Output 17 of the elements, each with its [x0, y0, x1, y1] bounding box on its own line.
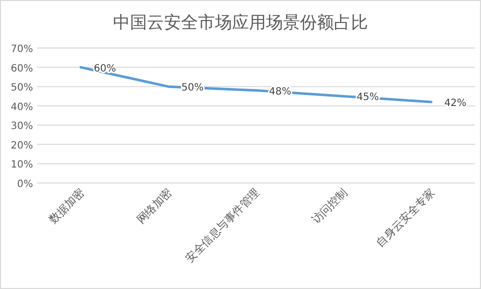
text: 45%	[356, 92, 379, 104]
y-tick-label: 50%	[10, 82, 33, 94]
x-tick-label: 网络加密	[134, 186, 175, 226]
y-tick-label: 30%	[10, 121, 33, 132]
y-tick-label: 40%	[10, 102, 33, 113]
y-tick-label: 60%	[10, 63, 33, 74]
y-tick-label: 70%	[10, 44, 33, 55]
text: 42%	[444, 98, 466, 109]
y-tick-label: 10%	[10, 160, 33, 171]
x-tick-label: 数据加密	[46, 186, 87, 226]
y-tick-label: 0%	[17, 179, 33, 190]
x-tick-label: 访问控制	[309, 186, 350, 226]
x-tick-label: 安全信息与事件管理	[182, 186, 262, 266]
chart-title: 中国云安全市场应用场景份额占比	[113, 13, 368, 33]
y-tick-label: 20%	[10, 140, 33, 152]
x-tick-label: 自身云安全专家	[374, 186, 438, 250]
text: 60%	[94, 63, 116, 74]
